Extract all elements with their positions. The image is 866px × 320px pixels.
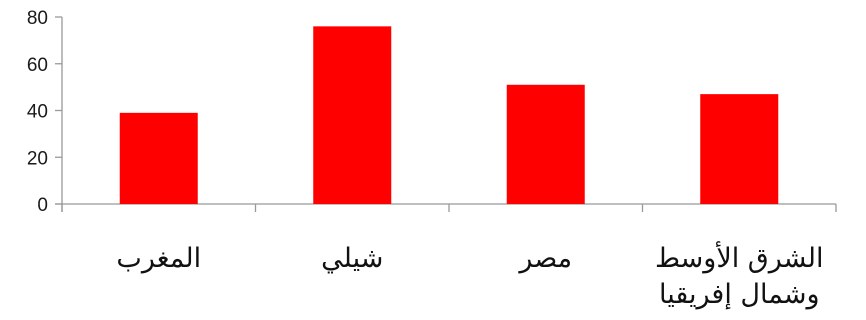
bar-4 <box>700 94 779 204</box>
x-category-label: المغرب <box>116 243 201 274</box>
x-category-label: مصر <box>517 243 572 274</box>
x-category-label-line: المغرب <box>116 243 201 274</box>
y-tick-label: 80 <box>27 8 48 29</box>
x-category-labels: المغرب شيلي مصر الشرق الأوسط وشمال إفريقيا <box>116 240 823 310</box>
x-category-label-line: وشمال إفريقيا <box>659 279 820 310</box>
bar-2 <box>313 26 392 204</box>
x-category-label: الشرق الأوسط وشمال إفريقيا <box>655 240 823 310</box>
bar-1 <box>119 112 198 204</box>
x-category-label-line: مصر <box>517 243 572 274</box>
y-tick-label: 40 <box>27 102 48 123</box>
x-category-label: شيلي <box>321 243 383 274</box>
chart-bars <box>119 26 779 204</box>
y-tick-label: 20 <box>27 148 48 169</box>
x-category-label-line: الشرق الأوسط <box>655 240 823 274</box>
y-tick-labels: 0 20 40 60 80 <box>27 8 48 216</box>
y-tick-label: 0 <box>37 195 48 216</box>
bar-3 <box>506 84 585 204</box>
x-category-label-line: شيلي <box>321 243 383 274</box>
y-tick-label: 60 <box>27 55 48 76</box>
